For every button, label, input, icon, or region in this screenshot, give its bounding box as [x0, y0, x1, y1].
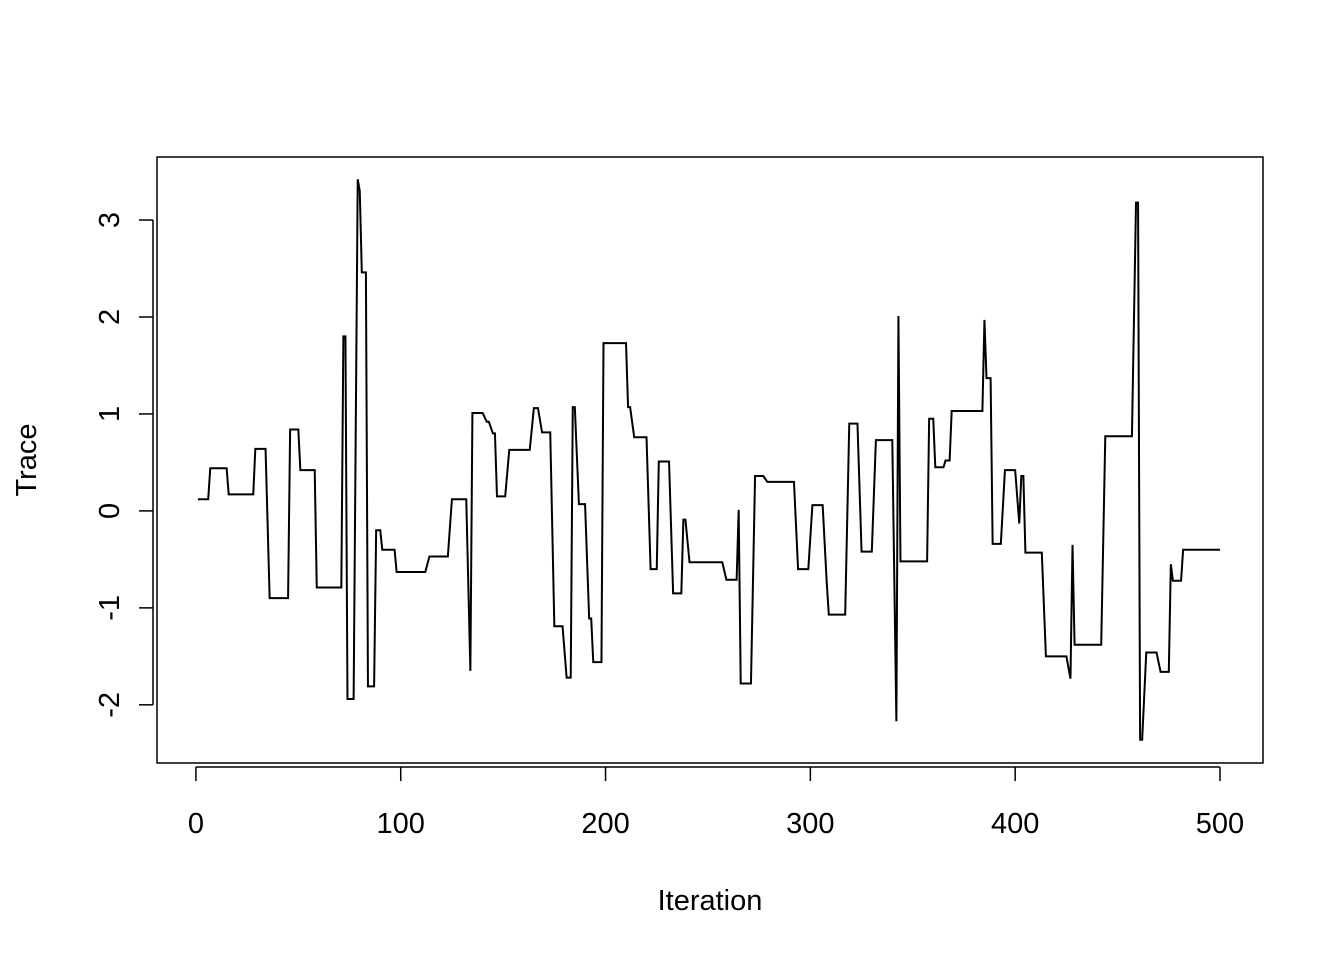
- x-tick-label: 200: [581, 808, 629, 840]
- y-tick-label: -2: [94, 692, 126, 718]
- y-tick-label: 0: [94, 503, 126, 519]
- y-axis-title: Trace: [11, 423, 43, 496]
- y-tick-label: -1: [94, 595, 126, 621]
- x-tick-label: 300: [786, 808, 834, 840]
- x-tick-label: 400: [991, 808, 1039, 840]
- x-tick-label: 100: [377, 808, 425, 840]
- y-tick-label: 1: [94, 406, 126, 422]
- x-tick-label: 500: [1196, 808, 1244, 840]
- x-axis-title: Iteration: [658, 885, 763, 917]
- y-tick-label: 3: [94, 212, 126, 228]
- x-axis: 0 100 200 300 400 500: [188, 766, 1244, 840]
- x-tick-label: 0: [188, 808, 204, 840]
- trace-series-line: [197, 179, 1220, 741]
- y-tick-label: 2: [94, 309, 126, 325]
- y-axis: -2 -1 0 1 2 3: [94, 212, 154, 718]
- plot-area-box: [156, 156, 1264, 764]
